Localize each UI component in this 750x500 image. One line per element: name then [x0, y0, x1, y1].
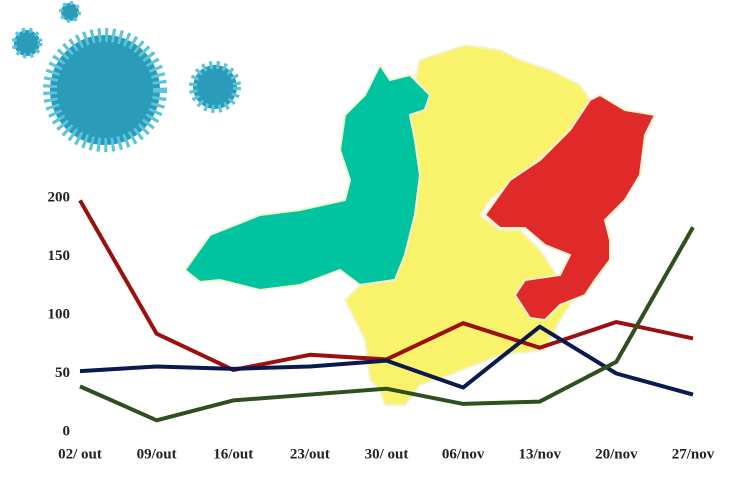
x-tick-label: 30/ out — [365, 446, 409, 462]
map — [183, 43, 657, 406]
map-region-red — [483, 93, 657, 322]
y-tick-label: 0 — [63, 423, 71, 439]
virus — [11, 27, 43, 59]
series-line — [79, 324, 694, 397]
x-tick-label: 23/out — [290, 446, 330, 462]
virus — [43, 28, 167, 152]
virus — [189, 61, 241, 113]
y-tick-label: 200 — [48, 189, 71, 205]
x-tick-label: 27/nov — [672, 446, 715, 462]
x-tick-label: 13/nov — [518, 446, 561, 462]
y-tick-label: 150 — [48, 248, 71, 264]
y-tick-label: 50 — [55, 365, 70, 381]
x-tick-label: 20/nov — [595, 446, 638, 462]
x-tick-label: 06/nov — [442, 446, 485, 462]
plot: 0 50 100 150 200 02/ out 09/out 16/out 23/out 30/… — [48, 189, 715, 462]
x-tick-label: 02/ out — [58, 446, 102, 462]
series-line — [79, 226, 695, 423]
x-tick-label: 16/out — [213, 446, 253, 462]
virus-images — [11, 1, 241, 152]
virus — [59, 1, 81, 23]
y-tick-label: 100 — [48, 306, 71, 322]
x-tick-label: 09/out — [137, 446, 177, 462]
